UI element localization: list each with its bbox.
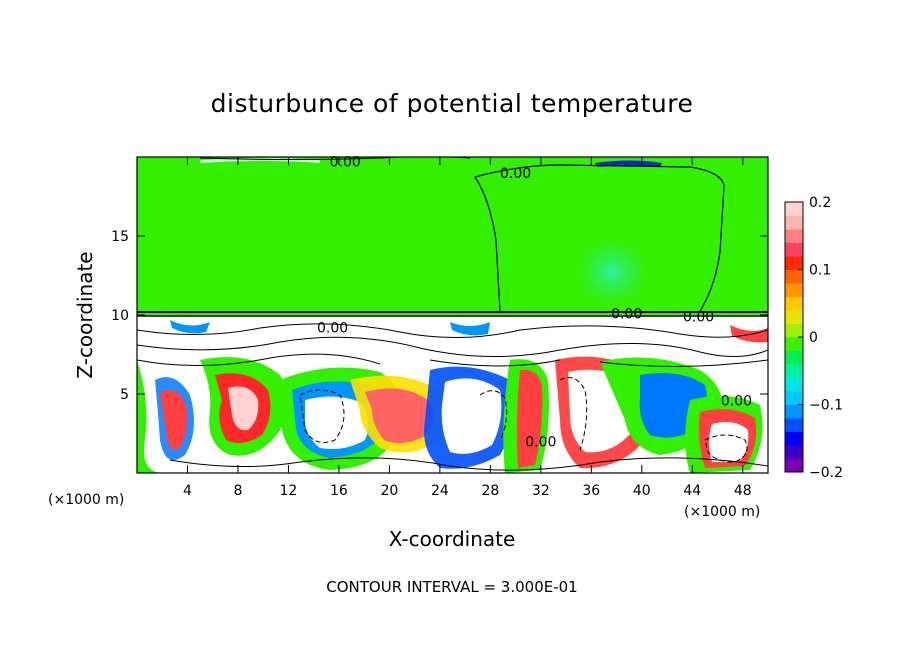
- warm-anomaly-blob: [576, 238, 648, 306]
- contour-upper-closed: [474, 164, 725, 313]
- colorbar-tick-label: 0: [809, 330, 818, 346]
- y-axis: 5 10 15: [111, 229, 768, 403]
- colorbar-swatch: [785, 215, 803, 230]
- x-tick-label: 4: [183, 483, 192, 499]
- colorbar-swatch: [785, 445, 803, 459]
- contour-label: 0.00: [721, 393, 752, 409]
- x-tick-label: 16: [330, 483, 348, 499]
- x-tick-label: 28: [481, 483, 499, 499]
- contour-label: 0.00: [500, 166, 531, 182]
- y-tick-label: 15: [111, 229, 129, 245]
- contour-labels: 0.00 0.00 0.00 0.00 0.00 0.00 0.00: [317, 155, 752, 451]
- colorbar: 0.2 0.1 0 −0.1 −0.2: [784, 195, 843, 481]
- contour-label: 0.00: [611, 306, 642, 322]
- x-tick-label: 40: [633, 483, 651, 499]
- y-tick-label: 5: [120, 387, 129, 403]
- plot-area: [137, 157, 768, 473]
- y-axis-unit: (×1000 m): [48, 492, 124, 508]
- x-tick-label: 48: [734, 483, 752, 499]
- x-tick-label: 20: [380, 483, 398, 499]
- colorbar-swatch: [785, 431, 803, 446]
- colorbar-swatch: [785, 310, 803, 324]
- colorbar-tick-label: −0.2: [809, 465, 843, 481]
- colorbar-swatch: [785, 269, 803, 284]
- colorbar-swatch: [785, 404, 803, 419]
- colorbar-swatch: [785, 377, 803, 392]
- colorbar-swatch: [785, 256, 803, 270]
- colorbar-swatch: [785, 458, 803, 473]
- colorbar-swatch: [785, 229, 803, 243]
- colorbar-swatch: [785, 418, 803, 432]
- x-tick-label: 12: [280, 483, 298, 499]
- x-tick-label: 24: [431, 483, 449, 499]
- colorbar-swatch: [785, 364, 803, 378]
- upper-layer-fill: [137, 157, 768, 315]
- chart-title: disturbunce of potential temperature: [211, 89, 694, 118]
- colorbar-tick-label: −0.1: [809, 398, 843, 414]
- x-axis-unit: (×1000 m): [684, 504, 760, 520]
- contour-top: [199, 157, 471, 160]
- colorbar-swatch: [785, 242, 803, 257]
- colorbar-swatch: [785, 337, 803, 351]
- x-axis-label: X-coordinate: [389, 527, 516, 551]
- colorbar-swatch: [785, 202, 803, 216]
- contour-label: 0.00: [330, 155, 361, 171]
- x-tick-label: 36: [582, 483, 600, 499]
- eddy-field: [137, 317, 768, 473]
- colorbar-swatch: [785, 283, 803, 297]
- y-axis-label: Z-coordinate: [73, 251, 97, 378]
- contour-lines-lower: [137, 323, 768, 471]
- x-axis: 4 8 12 16 20 24 28 32 36 40 44 48: [183, 157, 752, 499]
- colorbar-tick-label: 0.2: [809, 195, 831, 211]
- contour-interval-note: CONTOUR INTERVAL = 3.000E-01: [326, 578, 577, 596]
- x-tick-label: 44: [683, 483, 701, 499]
- x-tick-label: 32: [532, 483, 550, 499]
- colorbar-swatch: [785, 323, 803, 338]
- y-tick-label: 10: [111, 308, 129, 324]
- colorbar-swatch: [785, 296, 803, 311]
- colorbar-tick-label: 0.1: [809, 263, 831, 279]
- contour-label: 0.00: [317, 321, 348, 337]
- contour-label: 0.00: [683, 310, 714, 326]
- contour-label: 0.00: [525, 434, 556, 450]
- colorbar-swatch: [785, 350, 803, 365]
- x-tick-label: 8: [233, 483, 242, 499]
- colorbar-swatch: [785, 391, 803, 405]
